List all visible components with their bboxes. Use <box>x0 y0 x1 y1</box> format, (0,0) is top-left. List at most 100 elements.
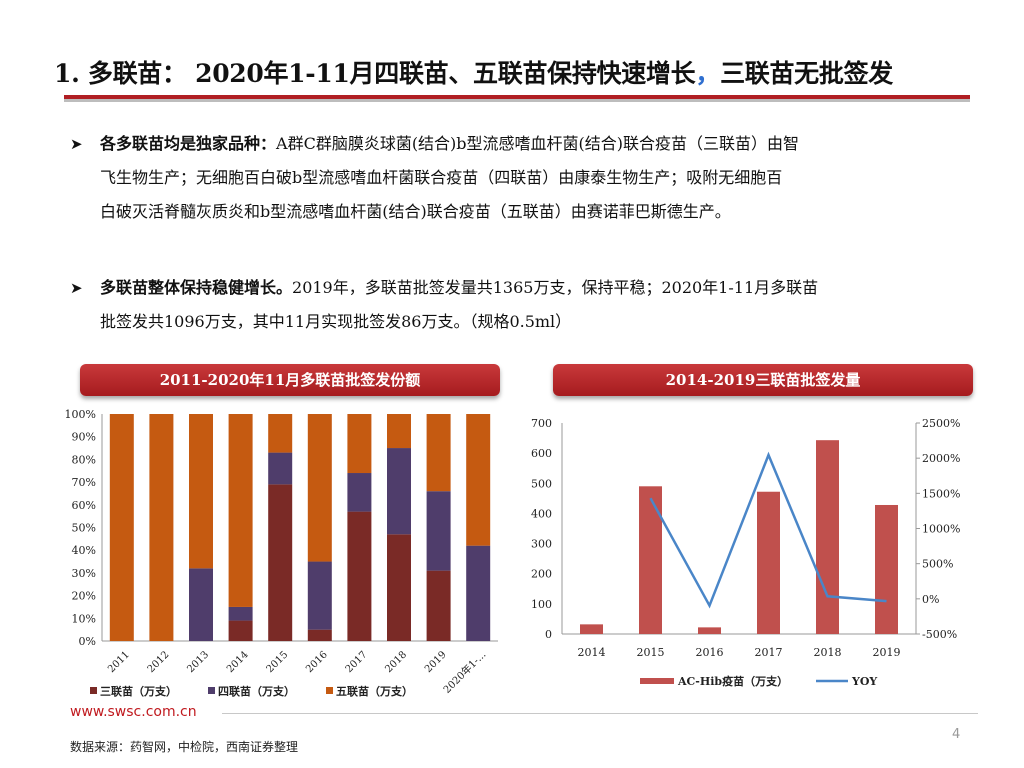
bar-segment <box>387 414 411 449</box>
legend-label: AC-Hib疫苗（万支） <box>677 674 788 688</box>
x-tick-label: 2015 <box>637 646 665 659</box>
share-stacked-bar-chart: 0% 10% 20% 30% 40% 50% 60% 70% 80% 90% 100% 2011 201… <box>65 408 498 698</box>
bar-segment <box>387 448 411 535</box>
yoy-line <box>649 451 887 609</box>
right-tick-label: 2500% <box>922 417 960 430</box>
legend-label: 五联苗（万支） <box>336 684 413 698</box>
x-tick-label: 2019 <box>423 649 449 675</box>
legend-label: YOY <box>851 675 877 688</box>
bullet-line: 白破灭活脊髓灰质炎和b型流感嗜血杆菌(结合)联合疫苗（五联苗）由赛诺菲巴斯德生产… <box>100 202 731 221</box>
bullet-exclusive: ➤ 各多联苗均是独家品种：A群C群脑膜炎球菌(结合)b型流感嗜血杆菌(结合)联合… <box>70 127 962 229</box>
legend-swatch <box>90 687 97 694</box>
y-tick-label: 70% <box>72 476 96 489</box>
x-tick-label: 2019 <box>873 646 901 659</box>
x-tick-label: 2016 <box>696 646 724 659</box>
right-tick-label: 2000% <box>922 452 960 465</box>
right-tick-label: 0% <box>922 593 939 606</box>
y-tick-label: 90% <box>72 431 96 444</box>
y-tick-label: 100% <box>65 408 96 421</box>
y-tick-label: 50% <box>72 522 96 535</box>
data-source: 数据来源：药智网，中检院，西南证券整理 <box>70 740 299 754</box>
chart1-title-banner: 2011-2020年11月多联苗批签发份额 <box>80 364 500 396</box>
y-tick-label: 30% <box>72 567 96 580</box>
bar-segment <box>307 414 332 562</box>
footer-rule <box>222 713 978 714</box>
legend-swatch <box>208 687 215 694</box>
x-tick-label: 2018 <box>383 649 409 675</box>
legend-label: 四联苗（万支） <box>218 684 295 698</box>
x-tick-label: 2016 <box>304 649 330 675</box>
left-tick-label: 300 <box>531 538 552 551</box>
bullet-heading: 多联苗整体保持稳健增长。 <box>100 278 293 297</box>
left-tick-label: 600 <box>531 447 552 460</box>
left-tick-label: 500 <box>531 477 552 490</box>
title-comma: ， <box>695 59 721 88</box>
left-tick-label: 700 <box>531 417 552 430</box>
bar-ac-hib <box>580 624 603 634</box>
bar-segment <box>426 414 451 492</box>
bullet-growth: ➤ 多联苗整体保持稳健增长。2019年，多联苗批签发量共1365万支，保持平稳；… <box>70 271 962 339</box>
left-tick-label: 400 <box>531 507 552 520</box>
bar-segment <box>109 414 134 641</box>
title-rule-grey <box>64 99 970 102</box>
left-tick-label: 200 <box>531 568 552 581</box>
bar-segment <box>307 629 332 641</box>
right-tick-label: 1500% <box>922 487 960 500</box>
right-tick-label: 1000% <box>922 523 960 536</box>
x-tick-label: 2020年1-... <box>440 648 488 696</box>
bar-ac-hib <box>816 440 839 634</box>
bar-ac-hib <box>698 627 721 634</box>
y-tick-label: 60% <box>72 499 96 512</box>
legend-swatch-bar <box>640 678 674 684</box>
bar-segment <box>268 484 293 641</box>
bar-segment <box>466 545 491 641</box>
y-tick-label: 80% <box>72 453 96 466</box>
bullet-arrow-icon: ➤ <box>70 135 83 153</box>
page-number: 4 <box>952 727 961 742</box>
bar-segment <box>189 568 213 641</box>
left-tick-label: 100 <box>531 598 552 611</box>
bar-segment <box>268 452 293 485</box>
bar-segment <box>347 414 372 474</box>
bar-segment <box>347 473 372 512</box>
page-title: 1. 多联苗： 2020年1-11月四联苗、五联苗保持快速增长，三联苗无批签发 <box>54 59 893 88</box>
bar-segment <box>426 491 451 571</box>
bar-segment <box>387 534 411 641</box>
legend-swatch <box>326 687 333 694</box>
y-tick-label: 0% <box>79 635 96 648</box>
right-tick-label: -500% <box>922 628 957 641</box>
bar-ac-hib <box>875 504 898 634</box>
bar-segment <box>149 414 174 641</box>
x-tick-label: 2014 <box>225 649 251 675</box>
x-tick-label: 2014 <box>578 646 606 659</box>
bar-ac-hib <box>639 486 662 634</box>
bar-segment <box>466 414 491 546</box>
bullet-line: 批签发共1096万支，其中11月实现批签发86万支。（规格0.5ml） <box>100 312 572 331</box>
x-tick-label: 2013 <box>185 649 211 675</box>
bar-segment <box>307 561 332 630</box>
title-rule-red <box>64 95 970 99</box>
bar-segment <box>347 511 372 641</box>
bar-segment <box>189 414 213 569</box>
legend-label: 三联苗（万支） <box>100 684 177 698</box>
bullet-line: 飞生物生产；无细胞百白破b型流感嗜血杆菌联合疫苗（四联苗）由康泰生物生产；吸附无… <box>100 168 783 187</box>
bullet-heading: 各多联苗均是独家品种： <box>100 134 277 153</box>
y-tick-label: 10% <box>72 612 96 625</box>
bar-segment <box>228 606 253 621</box>
left-tick-label: 0 <box>545 628 552 641</box>
bullet-arrow-icon: ➤ <box>70 279 83 297</box>
bar-segment <box>228 414 253 607</box>
y-tick-label: 40% <box>72 544 96 557</box>
x-tick-label: 2018 <box>814 646 842 659</box>
triple-vaccine-combo-chart: 0 100 200 300 400 500 600 700 -500% 0% 500% 1000% 15… <box>531 417 960 688</box>
x-tick-label: 2017 <box>344 649 370 675</box>
bar-ac-hib <box>757 491 780 634</box>
chart2-title-banner: 2014-2019三联苗批签发量 <box>553 364 973 396</box>
bar-segment <box>228 620 253 641</box>
site-url: www.swsc.com.cn <box>70 704 197 720</box>
bar-segment <box>426 570 451 641</box>
x-tick-label: 2015 <box>265 649 291 675</box>
right-tick-label: 500% <box>922 558 953 571</box>
x-tick-label: 2017 <box>755 646 783 659</box>
x-tick-label: 2011 <box>106 649 132 675</box>
